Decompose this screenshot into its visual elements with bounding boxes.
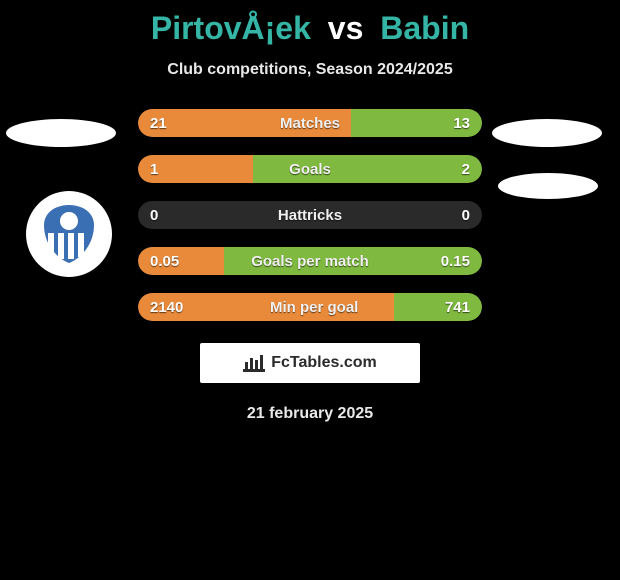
stat-value-right: 741 — [445, 299, 470, 316]
vs-label: vs — [328, 10, 364, 46]
player1-name: PirtovÅ¡ek — [151, 10, 311, 46]
stats-stage: 21 Matches 13 1 Goals 2 0 Hattricks 0 0.… — [0, 109, 620, 423]
club-crest-icon — [38, 203, 100, 265]
comparison-title: PirtovÅ¡ek vs Babin — [0, 0, 620, 47]
stat-label: Matches — [167, 115, 454, 132]
brand-badge: FcTables.com — [200, 343, 420, 383]
stat-label: Hattricks — [158, 207, 461, 224]
brand-text: FcTables.com — [271, 354, 377, 372]
stat-value-right: 2 — [462, 161, 470, 178]
player2-name: Babin — [380, 10, 469, 46]
bar-chart-icon — [243, 354, 265, 372]
date-label: 21 february 2025 — [0, 405, 620, 423]
stat-label: Goals — [158, 161, 461, 178]
stats-bars: 21 Matches 13 1 Goals 2 0 Hattricks 0 0.… — [138, 109, 482, 321]
stat-value-right: 0 — [462, 207, 470, 224]
player1-club-badge — [26, 191, 112, 277]
stat-value-left: 0.05 — [150, 253, 179, 270]
stat-label: Goals per match — [179, 253, 441, 270]
stat-value-left: 1 — [150, 161, 158, 178]
stat-value-right: 13 — [453, 115, 470, 132]
stat-row: 0 Hattricks 0 — [138, 201, 482, 229]
stat-row: 0.05 Goals per match 0.15 — [138, 247, 482, 275]
player2-avatar-placeholder — [492, 119, 602, 147]
stat-row: 2140 Min per goal 741 — [138, 293, 482, 321]
stat-value-left: 0 — [150, 207, 158, 224]
stat-value-left: 21 — [150, 115, 167, 132]
player2-club-placeholder — [498, 173, 598, 199]
stat-row: 1 Goals 2 — [138, 155, 482, 183]
stat-value-left: 2140 — [150, 299, 183, 316]
stat-row: 21 Matches 13 — [138, 109, 482, 137]
season-subtitle: Club competitions, Season 2024/2025 — [0, 61, 620, 79]
stat-label: Min per goal — [183, 299, 445, 316]
stat-value-right: 0.15 — [441, 253, 470, 270]
player1-avatar-placeholder — [6, 119, 116, 147]
